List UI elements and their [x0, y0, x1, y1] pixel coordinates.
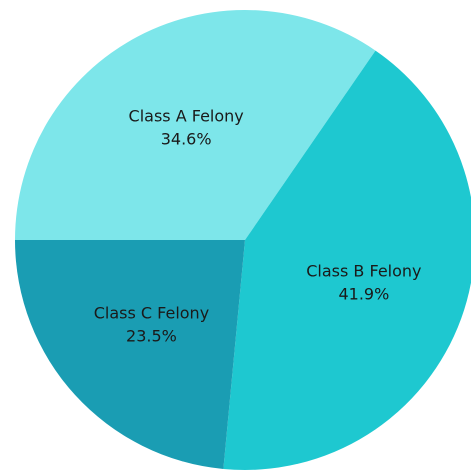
slice-label: Class A Felony	[129, 107, 244, 126]
slice-value-label: 23.5%	[126, 327, 177, 346]
slice-label: Class B Felony	[306, 262, 421, 281]
slice-value-label: 34.6%	[161, 130, 212, 149]
slice-value-label: 41.9%	[338, 285, 389, 304]
pie-slice	[15, 9, 376, 240]
pie-slice	[223, 50, 471, 470]
pie-slice	[15, 240, 245, 469]
slice-label: Class C Felony	[94, 304, 209, 323]
